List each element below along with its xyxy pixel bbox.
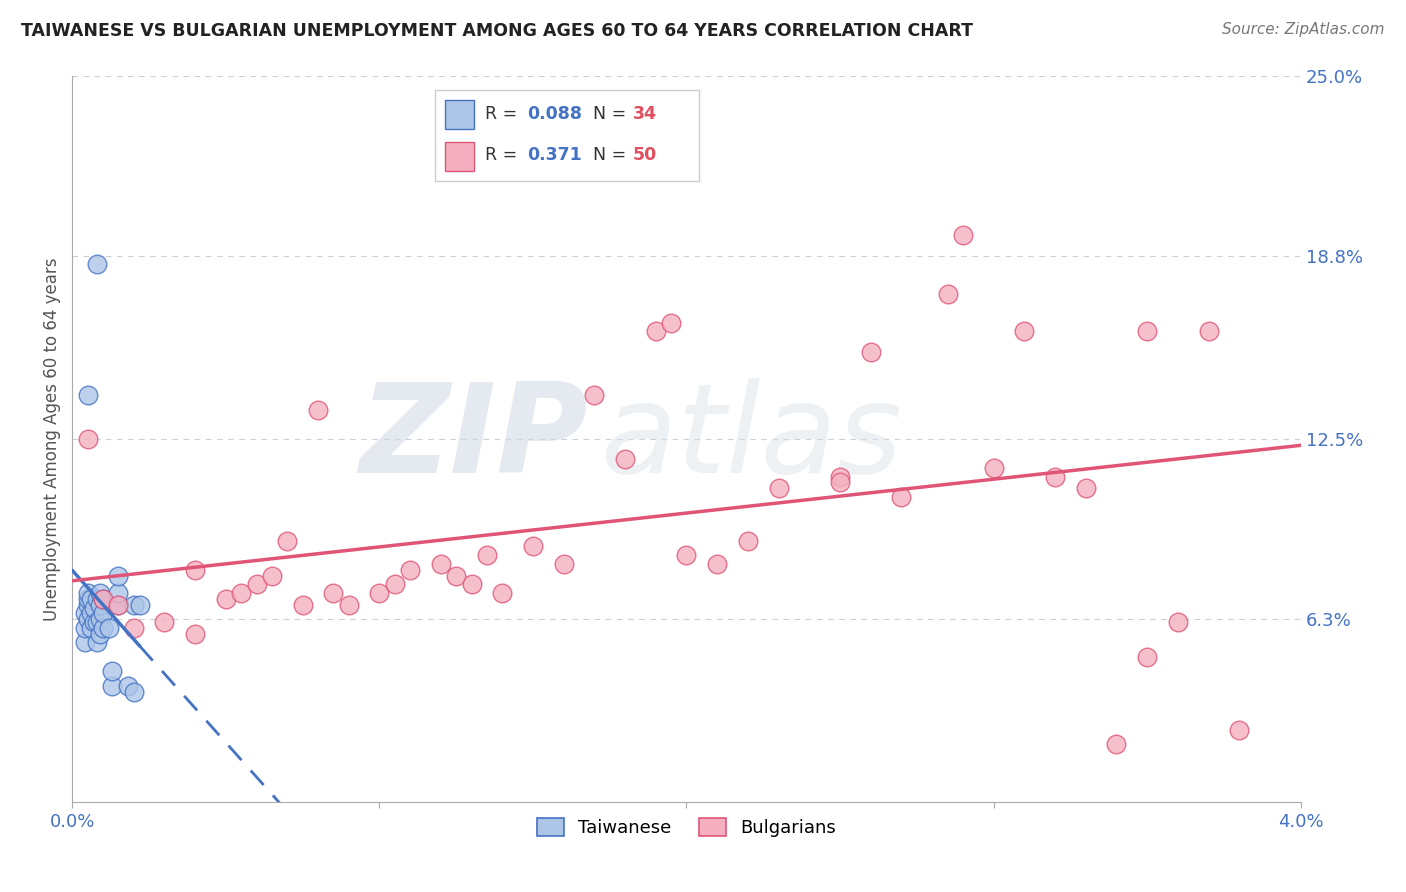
Point (1167, 615, 1189, 629)
Point (307, 402, 329, 417)
Point (614, 452, 637, 467)
Point (828, 475, 851, 490)
Text: ZIP: ZIP (360, 378, 588, 500)
Point (231, 586, 253, 600)
Point (184, 563, 207, 577)
Point (291, 598, 314, 612)
Point (491, 586, 513, 600)
Point (117, 679, 139, 693)
Point (553, 557, 575, 571)
Point (460, 577, 482, 591)
Point (73, 607, 96, 621)
Point (399, 563, 422, 577)
Point (76, 612, 98, 626)
Point (322, 586, 344, 600)
Point (337, 598, 360, 612)
Point (79, 621, 101, 635)
Point (76, 388, 98, 402)
Y-axis label: Unemployment Among Ages 60 to 64 years: Unemployment Among Ages 60 to 64 years (44, 257, 60, 621)
Point (245, 577, 267, 591)
Point (86, 257, 108, 271)
Point (368, 586, 391, 600)
Point (675, 548, 697, 562)
Point (76, 586, 98, 600)
Point (890, 490, 912, 504)
Point (644, 324, 666, 338)
Point (128, 598, 150, 612)
Point (86, 615, 108, 629)
Point (89, 598, 111, 612)
Point (79, 591, 101, 606)
Point (107, 598, 129, 612)
Point (153, 615, 176, 629)
Point (122, 685, 145, 699)
Point (768, 481, 790, 495)
Point (76, 598, 98, 612)
Point (1014, 324, 1036, 338)
Point (384, 577, 406, 591)
Point (983, 461, 1005, 475)
Point (184, 626, 207, 640)
Point (1105, 737, 1128, 751)
Point (1074, 481, 1097, 495)
Point (122, 621, 145, 635)
Point (79, 607, 101, 621)
Point (122, 598, 145, 612)
Point (659, 316, 682, 330)
Point (430, 557, 453, 571)
Point (91, 591, 114, 606)
Point (1043, 469, 1066, 483)
Point (1136, 649, 1159, 664)
Point (89, 612, 111, 626)
Point (91, 591, 114, 606)
Point (89, 586, 111, 600)
Point (1136, 324, 1159, 338)
Point (91, 607, 114, 621)
Point (89, 626, 111, 640)
Point (76, 591, 98, 606)
Point (86, 591, 108, 606)
Point (76, 432, 98, 446)
Point (522, 540, 544, 554)
Point (1227, 723, 1250, 737)
Text: Source: ZipAtlas.com: Source: ZipAtlas.com (1222, 22, 1385, 37)
Point (83, 600, 105, 615)
Point (101, 679, 124, 693)
Point (107, 568, 129, 582)
Point (444, 568, 467, 582)
Point (101, 665, 124, 679)
Point (859, 344, 882, 359)
Text: TAIWANESE VS BULGARIAN UNEMPLOYMENT AMONG AGES 60 TO 64 YEARS CORRELATION CHART: TAIWANESE VS BULGARIAN UNEMPLOYMENT AMON… (21, 22, 973, 40)
Point (475, 548, 498, 562)
Point (83, 615, 105, 629)
Point (936, 286, 959, 301)
Point (1198, 324, 1220, 338)
Point (276, 533, 298, 548)
Point (828, 469, 851, 483)
Point (706, 557, 728, 571)
Point (583, 388, 606, 402)
Text: atlas: atlas (600, 378, 903, 500)
Point (98, 621, 121, 635)
Legend: Taiwanese, Bulgarians: Taiwanese, Bulgarians (530, 810, 844, 844)
Point (260, 568, 283, 582)
Point (737, 533, 759, 548)
Point (215, 591, 238, 606)
Point (107, 598, 129, 612)
Point (952, 228, 974, 243)
Point (91, 621, 114, 635)
Point (73, 621, 96, 635)
Point (86, 635, 108, 649)
Point (107, 586, 129, 600)
Point (73, 635, 96, 649)
